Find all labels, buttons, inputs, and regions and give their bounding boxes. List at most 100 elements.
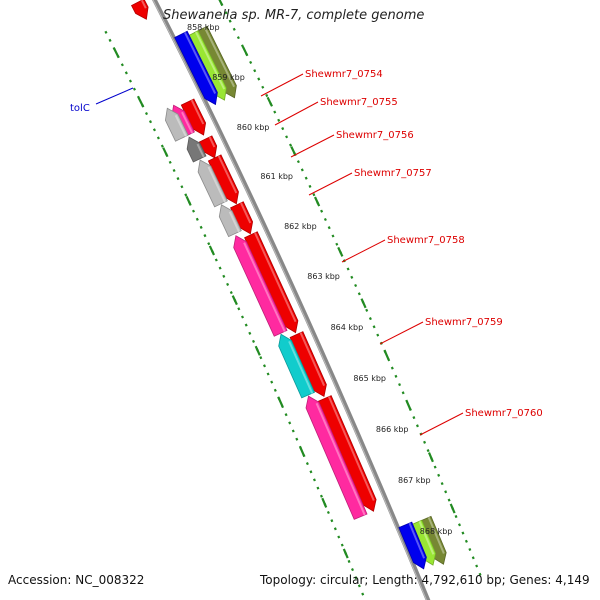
minor-tick	[319, 494, 323, 498]
map-title: Shewanella sp. MR-7, complete genome	[163, 8, 425, 23]
backbone-highlight	[152, 0, 427, 600]
major-tick	[277, 396, 284, 407]
major-tick	[314, 196, 321, 207]
minor-tick	[464, 539, 468, 543]
scale-label: 862 kbp	[284, 222, 317, 231]
gene-label: Shewmr7_0760	[465, 408, 543, 419]
gene-arrow-bevel	[203, 27, 235, 88]
minor-tick	[323, 217, 327, 222]
genome-stats-text: Topology: circular; Length: 4,792,610 bp…	[260, 573, 590, 587]
minor-tick	[337, 535, 341, 539]
gene-arrow-bevel	[140, 0, 147, 9]
minor-tick	[228, 19, 232, 23]
minor-tick	[326, 510, 330, 515]
minor-tick	[218, 266, 222, 270]
label-leader-line	[95, 87, 134, 105]
minor-tick	[412, 416, 416, 420]
minor-tick	[195, 217, 199, 221]
minor-tick	[440, 482, 444, 486]
minor-tick	[361, 592, 365, 596]
minor-tick	[229, 291, 233, 295]
label-leader-line	[419, 412, 464, 436]
scale-label: 867 kbp	[398, 476, 431, 485]
minor-tick	[478, 572, 482, 576]
minor-tick	[273, 110, 277, 114]
minor-tick	[372, 325, 376, 329]
major-tick	[137, 97, 145, 108]
gene-arrow-bevel	[408, 522, 426, 559]
gene-arrow-bevel	[181, 111, 194, 134]
minor-tick	[331, 234, 335, 238]
label-leaders	[95, 73, 464, 436]
minor-tick	[261, 85, 265, 89]
label-leader-line	[260, 73, 304, 97]
minor-tick	[475, 564, 479, 568]
scale-ticks	[104, 0, 482, 596]
minor-tick	[335, 242, 339, 246]
gene-arrow-bevel	[195, 31, 226, 90]
scale-label: 868 kbp	[420, 527, 453, 536]
accession-text: Accession: NC_008322	[8, 573, 145, 587]
minor-tick	[327, 226, 331, 230]
minor-tick	[172, 168, 176, 173]
minor-tick	[277, 118, 281, 122]
minor-tick	[390, 366, 394, 370]
gene-label: Shewmr7_0755	[320, 97, 398, 108]
major-tick	[113, 48, 120, 59]
minor-tick	[262, 364, 267, 368]
minor-tick	[284, 413, 288, 417]
gene-arrow-bevel	[299, 332, 326, 387]
minor-tick	[214, 258, 218, 262]
minor-tick	[253, 69, 257, 73]
scale-label: 865 kbp	[353, 374, 386, 383]
minor-tick	[340, 543, 344, 547]
minor-tick	[160, 144, 164, 148]
minor-tick	[124, 71, 128, 75]
minor-tick	[468, 547, 472, 552]
major-tick	[427, 452, 434, 463]
minor-tick	[236, 36, 240, 40]
minor-tick	[265, 93, 269, 98]
major-tick	[266, 96, 273, 107]
scale-label: 859 kbp	[212, 73, 245, 82]
gene-arrow	[130, 0, 149, 20]
minor-tick	[288, 421, 292, 425]
gene-label: Shewmr7_0757	[354, 168, 432, 179]
minor-tick	[309, 470, 313, 474]
minor-tick	[104, 30, 108, 34]
minor-tick	[447, 498, 451, 502]
minor-tick	[354, 576, 358, 580]
gene-label: Shewmr7_0756	[336, 130, 414, 141]
major-tick	[337, 246, 344, 257]
minor-tick	[296, 160, 300, 164]
major-tick	[218, 0, 224, 6]
minor-tick	[108, 38, 112, 42]
minor-tick	[300, 168, 304, 172]
minor-tick	[454, 514, 458, 519]
scale-label: 858 kbp	[187, 23, 220, 32]
gene-arrow-bevel	[174, 114, 187, 137]
gene-labels: tolC Shewmr7_0754 Shewmr7_0755 Shewmr7_0756…	[70, 69, 543, 419]
major-tick	[290, 146, 297, 157]
gene-arrow-bevel	[418, 520, 435, 555]
minor-tick	[376, 333, 380, 337]
gene-arrow-bevel	[288, 340, 314, 394]
minor-tick	[203, 234, 207, 238]
minor-tick	[285, 135, 289, 139]
minor-tick	[457, 523, 462, 527]
minor-tick	[347, 559, 351, 564]
major-tick	[449, 503, 456, 514]
gene-arrow-bevel	[196, 143, 205, 158]
minor-tick	[257, 77, 261, 81]
major-tick	[342, 548, 349, 559]
minor-tick	[168, 160, 172, 164]
major-tick	[405, 400, 412, 411]
minor-tick	[415, 424, 419, 428]
backbone-line	[152, 0, 431, 600]
minor-tick	[304, 176, 308, 180]
minor-tick	[423, 440, 427, 444]
scale-label: 864 kbp	[331, 323, 364, 332]
minor-tick	[433, 465, 437, 469]
minor-tick	[312, 193, 316, 197]
